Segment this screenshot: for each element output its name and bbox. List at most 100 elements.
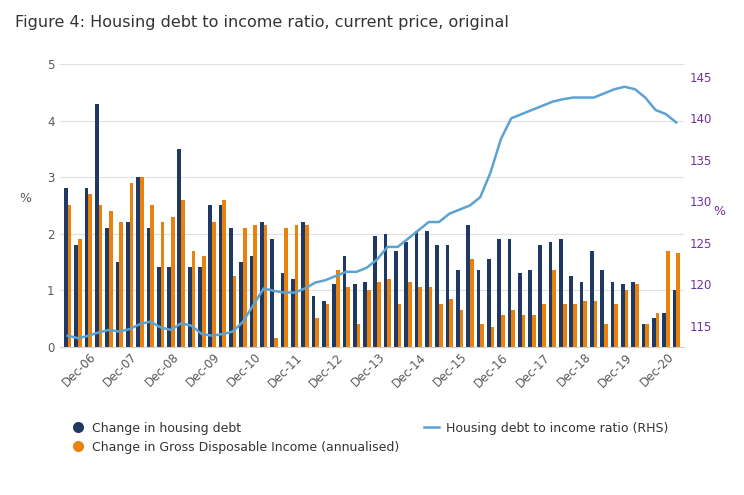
Bar <box>322 301 326 346</box>
Bar <box>263 225 267 346</box>
Bar <box>487 259 490 346</box>
Bar <box>611 282 615 346</box>
Bar <box>583 301 587 346</box>
Bar <box>655 313 659 346</box>
Y-axis label: %: % <box>713 205 725 218</box>
Bar <box>439 304 443 346</box>
Bar <box>295 225 298 346</box>
Bar <box>78 239 82 346</box>
Bar <box>673 290 676 346</box>
Bar <box>373 237 377 346</box>
Bar <box>332 285 336 346</box>
Bar <box>136 177 140 346</box>
Legend: Change in housing debt, Change in Gross Disposable Income (annualised), Housing : Change in housing debt, Change in Gross … <box>65 416 673 459</box>
Bar <box>394 250 398 346</box>
Bar <box>604 324 608 346</box>
Bar <box>539 245 542 346</box>
Bar <box>490 327 494 346</box>
Bar <box>208 205 212 346</box>
Bar <box>260 222 263 346</box>
Bar <box>95 104 99 346</box>
Bar <box>501 315 504 346</box>
Bar <box>466 225 470 346</box>
Bar <box>621 285 625 346</box>
Text: Figure 4: Housing debt to income ratio, current price, original: Figure 4: Housing debt to income ratio, … <box>15 15 509 30</box>
Bar <box>377 282 381 346</box>
Bar <box>301 222 305 346</box>
Bar <box>171 217 175 346</box>
Bar <box>353 285 356 346</box>
Bar <box>676 253 680 346</box>
Bar <box>666 250 670 346</box>
Bar <box>280 273 284 346</box>
Bar <box>119 222 123 346</box>
Bar <box>315 318 319 346</box>
Bar <box>129 183 133 346</box>
Bar <box>511 310 515 346</box>
Bar <box>414 231 418 346</box>
Bar <box>291 279 295 346</box>
Bar <box>615 304 618 346</box>
Bar <box>507 239 511 346</box>
Bar <box>435 245 439 346</box>
Bar <box>625 290 629 346</box>
Bar <box>243 228 247 346</box>
Bar <box>167 267 171 346</box>
Bar <box>326 304 330 346</box>
Bar <box>645 324 649 346</box>
Bar <box>580 282 583 346</box>
Bar <box>336 270 339 346</box>
Bar <box>631 282 635 346</box>
Bar <box>342 256 346 346</box>
Bar <box>222 200 226 346</box>
Bar <box>600 270 604 346</box>
Bar <box>384 234 388 346</box>
Bar <box>274 338 278 346</box>
Bar <box>161 222 164 346</box>
Bar <box>562 304 566 346</box>
Bar <box>635 285 638 346</box>
Bar <box>229 228 233 346</box>
Bar <box>233 276 237 346</box>
Bar <box>449 298 453 346</box>
Y-axis label: %: % <box>19 193 31 205</box>
Bar <box>481 324 484 346</box>
Bar <box>147 228 150 346</box>
Bar <box>99 205 103 346</box>
Bar <box>553 270 557 346</box>
Bar <box>250 256 254 346</box>
Bar <box>356 324 360 346</box>
Bar <box>429 287 432 346</box>
Bar <box>662 313 666 346</box>
Bar <box>254 225 257 346</box>
Bar <box>532 315 536 346</box>
Bar <box>641 324 645 346</box>
Bar <box>115 262 119 346</box>
Bar <box>388 279 391 346</box>
Bar <box>312 296 315 346</box>
Bar <box>182 200 185 346</box>
Bar <box>219 205 222 346</box>
Bar <box>270 239 274 346</box>
Bar <box>106 228 109 346</box>
Bar <box>89 194 92 346</box>
Bar <box>284 228 288 346</box>
Bar <box>178 149 182 346</box>
Bar <box>363 282 367 346</box>
Bar <box>518 273 522 346</box>
Bar <box>398 304 402 346</box>
Bar <box>573 304 577 346</box>
Bar <box>68 205 71 346</box>
Bar <box>157 267 161 346</box>
Bar <box>559 239 562 346</box>
Bar <box>522 315 525 346</box>
Bar <box>470 259 474 346</box>
Bar <box>198 267 202 346</box>
Bar <box>367 290 371 346</box>
Bar <box>202 256 205 346</box>
Bar <box>212 222 216 346</box>
Bar <box>126 222 129 346</box>
Bar <box>528 270 532 346</box>
Bar <box>456 270 460 346</box>
Bar <box>425 231 429 346</box>
